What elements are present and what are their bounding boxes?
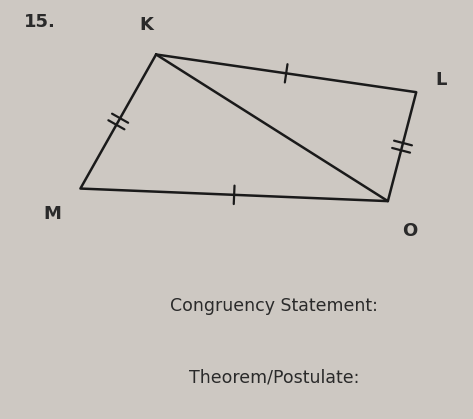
- Text: K: K: [140, 16, 154, 34]
- Text: 15.: 15.: [24, 13, 55, 31]
- Text: O: O: [402, 222, 417, 240]
- Text: L: L: [435, 71, 447, 88]
- Text: Theorem/Postulate:: Theorem/Postulate:: [189, 368, 359, 386]
- Text: Congruency Statement:: Congruency Statement:: [170, 297, 378, 315]
- Text: M: M: [44, 205, 61, 223]
